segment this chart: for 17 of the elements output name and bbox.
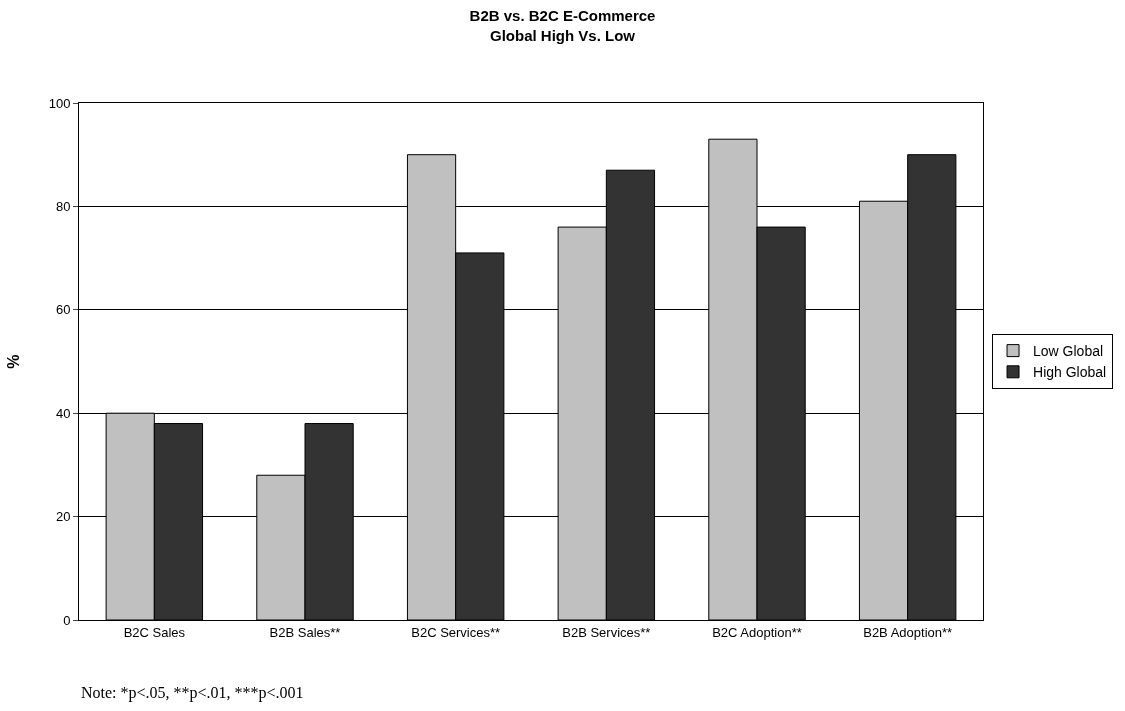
y-tick-label: 20 xyxy=(55,509,71,525)
x-tick-label: B2C Sales xyxy=(123,624,186,640)
y-tick-label: 40 xyxy=(55,405,71,421)
chart-title: B2B vs. B2C E-Commerce Global High Vs. Low xyxy=(469,7,656,44)
y-tick-label: 80 xyxy=(55,198,71,214)
y-tick-label: 0 xyxy=(63,612,71,628)
x-tick-label: B2B Services** xyxy=(562,624,651,640)
y-axis-title: % xyxy=(4,354,22,369)
y-tick-label: 60 xyxy=(55,302,71,318)
legend-label: Low Global xyxy=(1033,343,1104,360)
x-tick-label: B2B Adoption** xyxy=(863,624,953,640)
x-tick-label: B2C Adoption** xyxy=(712,624,802,640)
x-tick-label: B2B Sales** xyxy=(269,624,341,640)
text: Note: *p<.05, **p<.01, ***p<.001 xyxy=(81,684,304,702)
x-tick-label: B2C Services** xyxy=(411,624,501,640)
y-tick-label: 100 xyxy=(48,95,71,111)
legend-label: High Global xyxy=(1033,364,1107,381)
